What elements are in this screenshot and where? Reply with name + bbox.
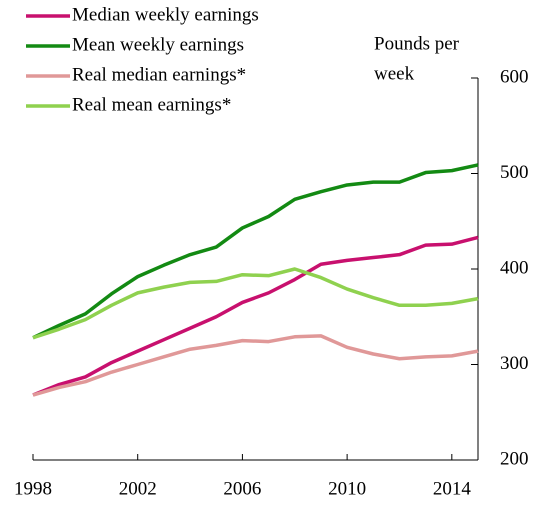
y-axis-label: Pounds per xyxy=(374,33,460,54)
x-tick-label: 1998 xyxy=(14,478,52,499)
x-tick-label: 2010 xyxy=(328,478,366,499)
y-axis-label: week xyxy=(374,63,415,84)
x-tick-label: 2006 xyxy=(223,478,261,499)
series-line xyxy=(32,267,479,340)
y-tick-label: 500 xyxy=(500,162,529,183)
y-tick-label: 200 xyxy=(500,448,529,469)
legend-label: Real mean earnings* xyxy=(72,94,231,115)
series-line xyxy=(32,235,479,397)
x-tick-label: 2014 xyxy=(433,478,472,499)
legend-label: Median weekly earnings xyxy=(72,4,259,25)
y-tick-label: 400 xyxy=(500,257,529,278)
x-tick-label: 2002 xyxy=(119,478,157,499)
series-line xyxy=(32,163,479,340)
series-line xyxy=(32,334,479,397)
legend-label: Mean weekly earnings xyxy=(72,34,244,55)
legend-label: Real median earnings* xyxy=(72,64,246,85)
y-tick-label: 300 xyxy=(500,353,529,374)
y-tick-label: 600 xyxy=(500,66,529,87)
